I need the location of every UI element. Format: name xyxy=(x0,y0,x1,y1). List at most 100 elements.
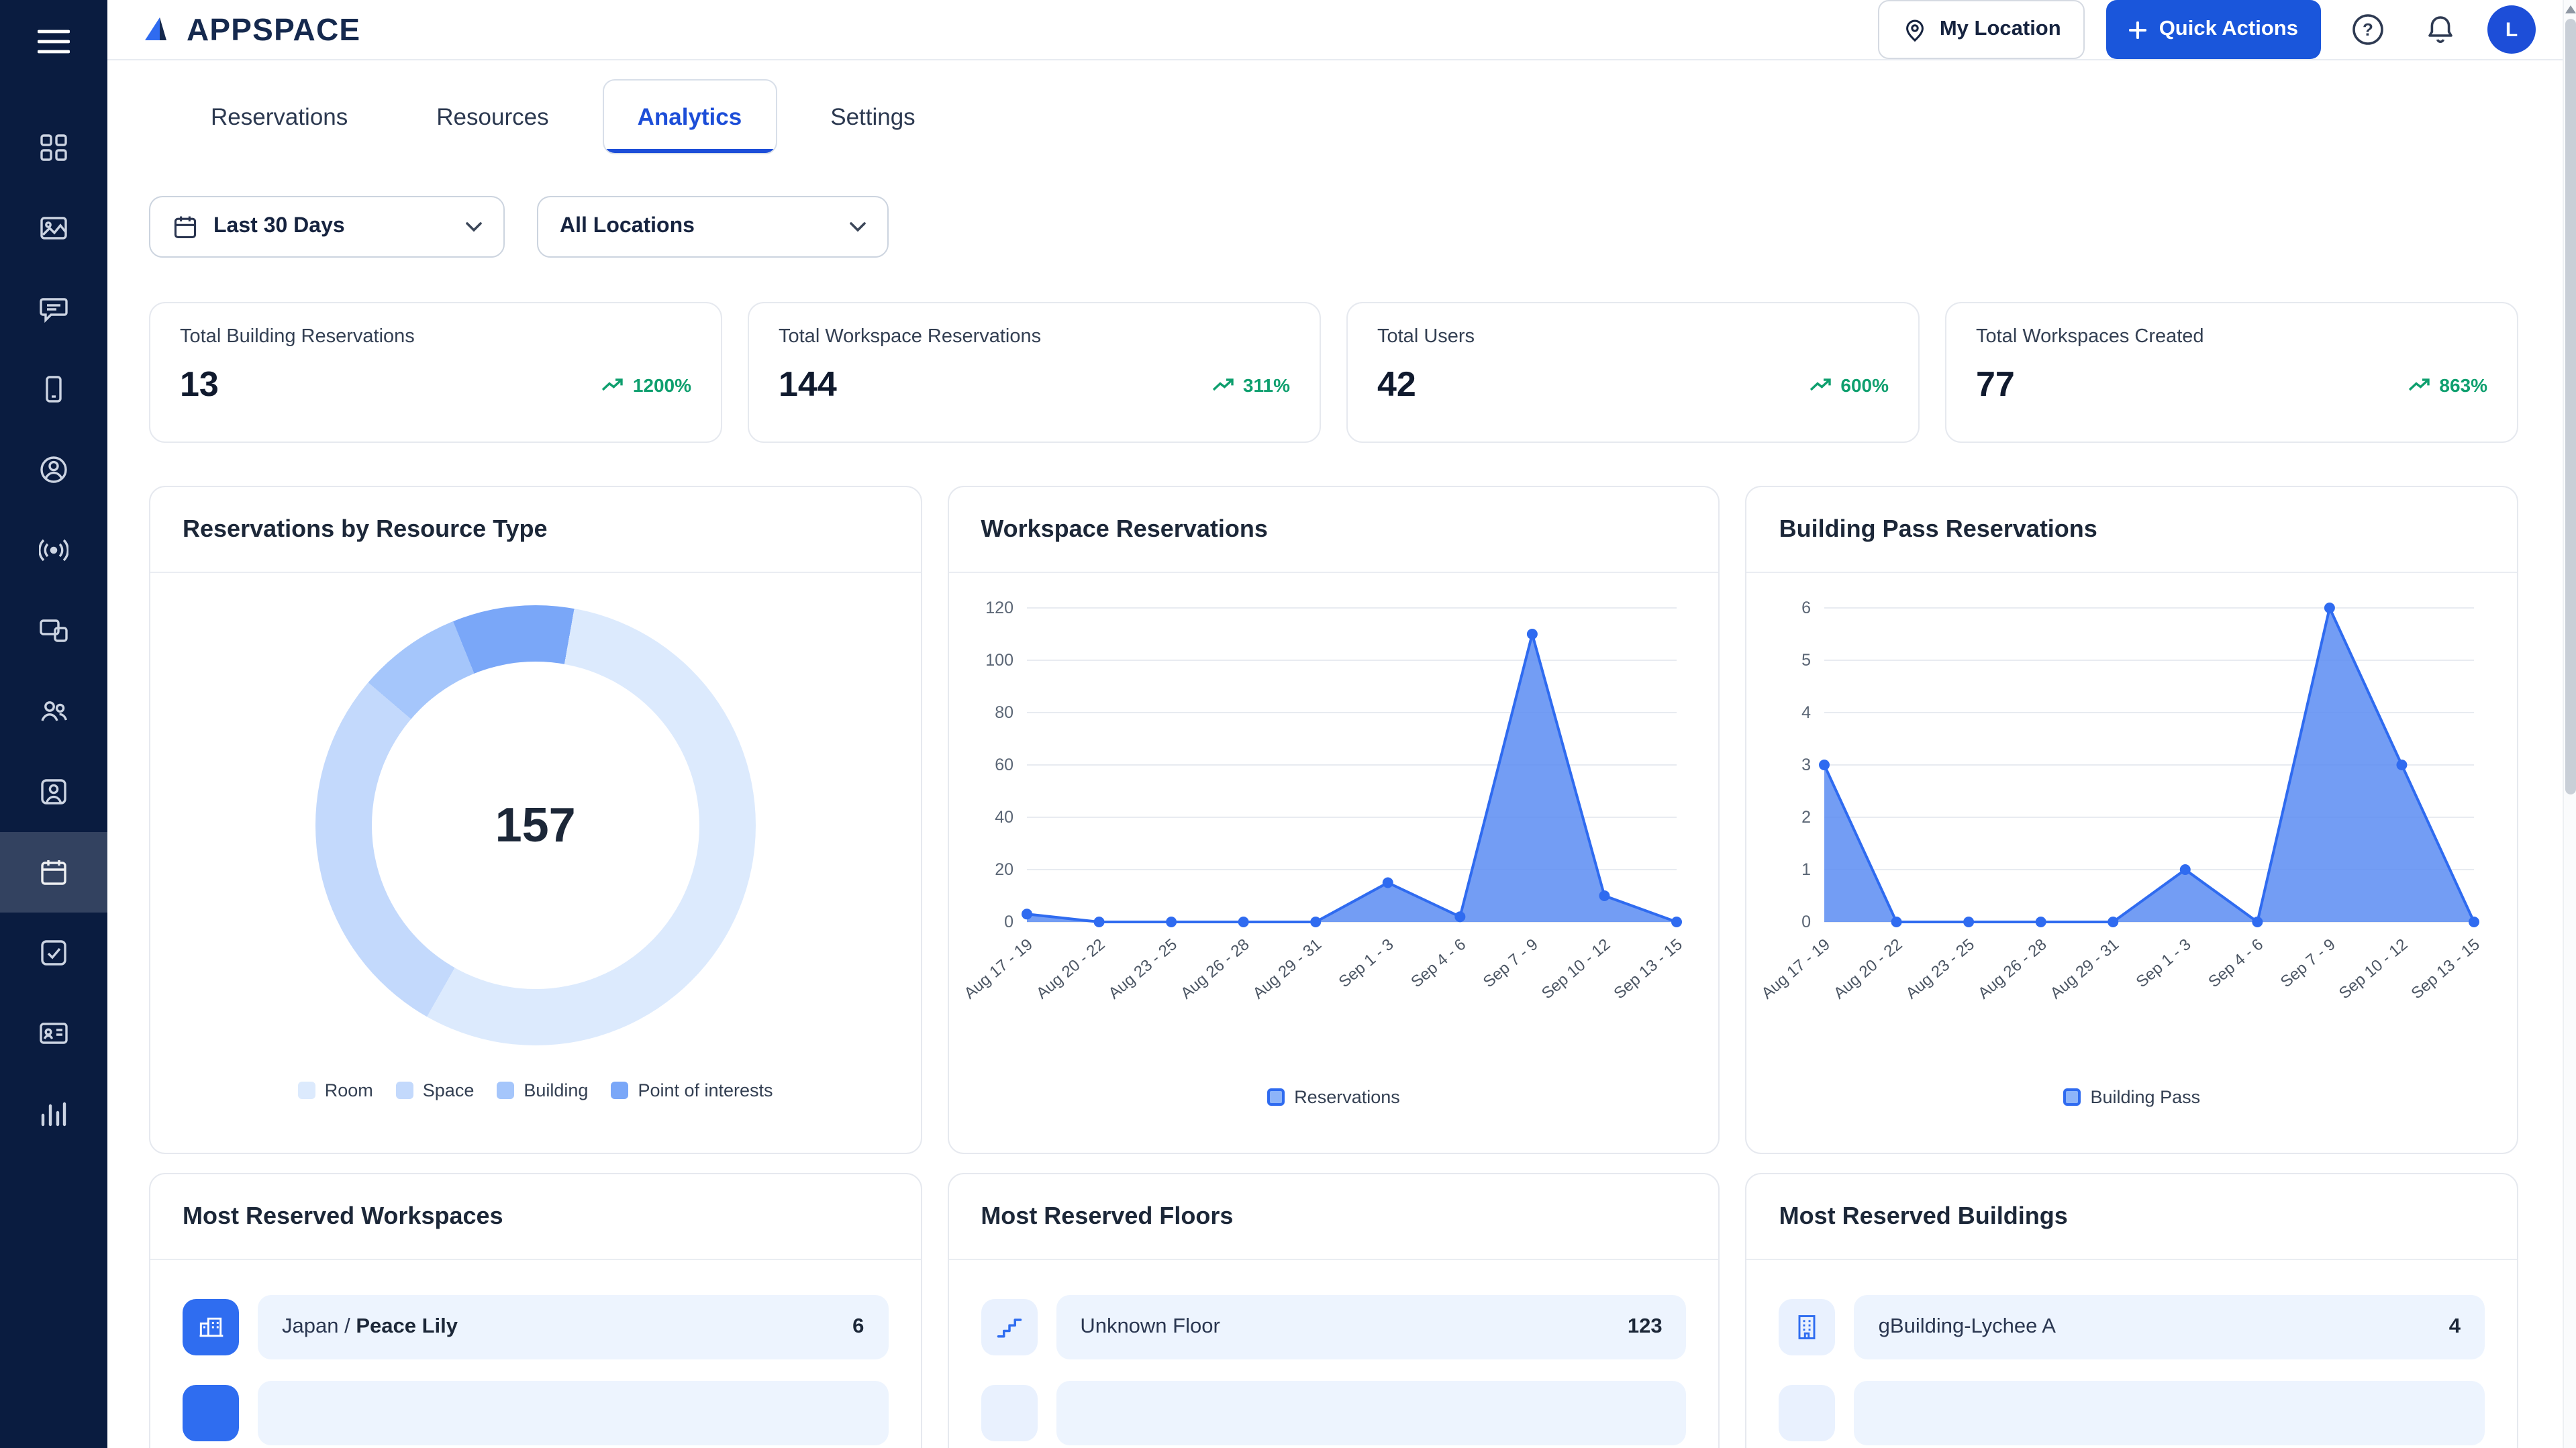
top-header: APPSPACE My Location Quick Actions ? L xyxy=(107,0,2576,60)
sidebar-item-media[interactable] xyxy=(0,188,107,268)
user-avatar[interactable]: L xyxy=(2487,5,2536,54)
sidebar-nav xyxy=(0,107,107,1154)
location-select[interactable]: All Locations xyxy=(537,196,889,258)
sidebar-item-screens[interactable] xyxy=(0,590,107,671)
svg-text:Sep 7 - 9: Sep 7 - 9 xyxy=(1479,935,1541,991)
legend-item-room: Room xyxy=(297,1080,373,1100)
donut-chart: 157 xyxy=(315,605,756,1045)
chevron-down-icon xyxy=(466,221,482,232)
image-icon xyxy=(40,217,67,240)
list-cards: Most Reserved Workspaces Japan / Peace L… xyxy=(149,1173,2518,1448)
most-reserved-buildings-card: Most Reserved Buildings gBuilding-Lychee… xyxy=(1745,1173,2518,1448)
svg-text:Sep 13 - 15: Sep 13 - 15 xyxy=(2408,935,2483,1002)
location-pin-icon xyxy=(1905,19,1924,42)
legend-swatch xyxy=(297,1082,315,1099)
tab-resources[interactable]: Resources xyxy=(436,103,549,130)
svg-text:80: 80 xyxy=(995,703,1013,722)
card-title: Workspace Reservations xyxy=(948,487,1719,573)
row-value: 6 xyxy=(852,1315,864,1338)
svg-text:120: 120 xyxy=(985,599,1013,617)
svg-text:6: 6 xyxy=(1802,599,1812,617)
stat-card-building-reservations: Total Building Reservations 13 1200% xyxy=(149,302,722,443)
sidebar-item-visitors[interactable] xyxy=(0,752,107,832)
sidebar-item-messages[interactable] xyxy=(0,268,107,349)
tab-settings[interactable]: Settings xyxy=(830,103,915,130)
scroll-up-arrow-icon[interactable] xyxy=(2565,5,2576,13)
svg-text:0: 0 xyxy=(1802,913,1812,931)
donut-total: 157 xyxy=(495,797,576,852)
svg-text:Aug 23 - 25: Aug 23 - 25 xyxy=(1105,935,1180,1002)
date-range-select[interactable]: Last 30 Days xyxy=(149,196,505,258)
menu-icon xyxy=(38,30,70,54)
sidebar-item-devices[interactable] xyxy=(0,349,107,429)
sidebar xyxy=(0,0,107,1448)
notifications-button[interactable] xyxy=(2415,4,2466,55)
chevron-down-icon xyxy=(850,221,866,232)
stat-value: 42 xyxy=(1377,364,1416,404)
sidebar-item-accounts[interactable] xyxy=(0,429,107,510)
header-actions: My Location Quick Actions ? L xyxy=(1877,0,2536,59)
id-card-icon xyxy=(40,1023,68,1044)
sidebar-item-tasks[interactable] xyxy=(0,913,107,993)
bar-chart-icon xyxy=(41,1102,66,1127)
user-badge-icon xyxy=(41,779,66,805)
menu-button[interactable] xyxy=(0,0,107,83)
trending-up-icon xyxy=(602,378,624,391)
svg-text:Sep 10 - 12: Sep 10 - 12 xyxy=(1538,935,1613,1002)
broadcast-icon xyxy=(39,539,68,562)
device-icon xyxy=(46,376,62,403)
legend-swatch xyxy=(497,1082,515,1099)
sidebar-item-passes[interactable] xyxy=(0,993,107,1074)
card-title: Most Reserved Floors xyxy=(948,1174,1719,1260)
legend-swatch xyxy=(2063,1088,2081,1106)
donut-center: 157 xyxy=(371,662,699,989)
sidebar-item-reservations[interactable] xyxy=(0,832,107,913)
sidebar-item-analytics[interactable] xyxy=(0,1074,107,1154)
quick-actions-label: Quick Actions xyxy=(2159,17,2298,40)
card-title: Reservations by Resource Type xyxy=(150,487,921,573)
help-button[interactable]: ? xyxy=(2342,4,2393,55)
svg-text:Aug 17 - 19: Aug 17 - 19 xyxy=(1763,935,1834,1002)
card-title: Most Reserved Buildings xyxy=(1746,1174,2517,1260)
sidebar-item-broadcasts[interactable] xyxy=(0,510,107,590)
stat-cards: Total Building Reservations 13 1200% Tot… xyxy=(149,302,2518,443)
svg-text:4: 4 xyxy=(1802,703,1812,722)
page-scrollbar[interactable] xyxy=(2563,0,2576,1448)
resource-type-card: Reservations by Resource Type 157 Room S… xyxy=(149,486,922,1154)
quick-actions-button[interactable]: Quick Actions xyxy=(2106,0,2321,59)
scrollbar-thumb[interactable] xyxy=(2565,19,2576,794)
workspace-reservations-chart: 0 20 40 60 80 100 120 Aug 17 - 19 Aug 20 - 22 Aug… xyxy=(960,584,1702,1087)
stat-label: Total Workspace Reservations xyxy=(779,326,1042,348)
list-item: Unknown Floor 123 xyxy=(981,1295,1687,1359)
list-item-partial xyxy=(183,1381,889,1445)
most-reserved-workspaces-card: Most Reserved Workspaces Japan / Peace L… xyxy=(149,1173,922,1448)
stat-card-workspace-reservations: Total Workspace Reservations 144 311% xyxy=(748,302,1321,443)
legend-item-building: Building xyxy=(497,1080,588,1100)
svg-text:?: ? xyxy=(2363,19,2373,40)
svg-text:Sep 4 - 6: Sep 4 - 6 xyxy=(2206,935,2267,991)
stat-value: 77 xyxy=(1976,364,2015,404)
legend-swatch xyxy=(395,1082,413,1099)
tab-reservations[interactable]: Reservations xyxy=(211,103,348,130)
date-range-value: Last 30 Days xyxy=(213,215,345,238)
sidebar-item-dashboard[interactable] xyxy=(0,107,107,188)
stat-card-workspaces-created: Total Workspaces Created 77 863% xyxy=(1945,302,2518,443)
svg-text:Aug 20 - 22: Aug 20 - 22 xyxy=(1831,935,1906,1002)
list-row-pill: Unknown Floor 123 xyxy=(1056,1295,1687,1359)
sidebar-item-users[interactable] xyxy=(0,671,107,752)
svg-text:Aug 29 - 31: Aug 29 - 31 xyxy=(1249,935,1324,1002)
row-value: 123 xyxy=(1627,1315,1663,1338)
stat-change: 1200% xyxy=(602,374,691,395)
tab-analytics[interactable]: Analytics xyxy=(602,79,777,154)
dashboard-grid-icon xyxy=(40,134,67,161)
brand-name: APPSPACE xyxy=(187,11,361,46)
svg-text:Aug 26 - 28: Aug 26 - 28 xyxy=(1177,935,1252,1002)
stat-value: 13 xyxy=(180,364,219,404)
stat-label: Total Workspaces Created xyxy=(1976,326,2204,348)
checkbox-icon xyxy=(41,940,66,966)
my-location-button[interactable]: My Location xyxy=(1877,0,2085,59)
trending-up-icon xyxy=(1212,378,1234,391)
stat-value: 144 xyxy=(779,364,837,404)
appspace-logo[interactable]: APPSPACE xyxy=(142,11,360,48)
